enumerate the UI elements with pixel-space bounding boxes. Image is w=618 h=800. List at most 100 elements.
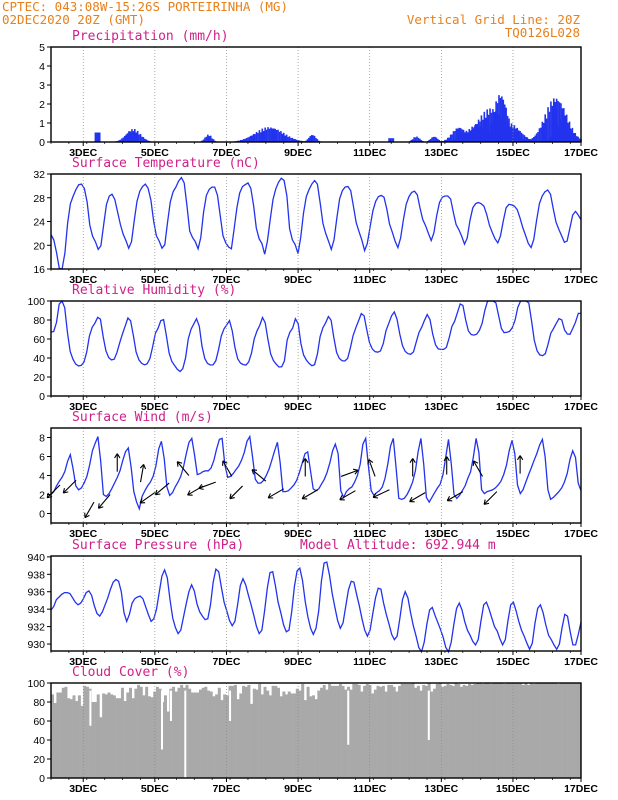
precipitation-y-tick-label: 5 — [39, 42, 45, 54]
wind-vector-arrow — [251, 469, 255, 475]
precipitation-bar — [410, 139, 413, 142]
precipitation-bar — [486, 109, 488, 142]
precipitation-bar — [559, 119, 562, 142]
pressure-frame — [50, 555, 582, 652]
cloud-cover-x-tick-label: 3DEC — [69, 783, 97, 795]
precipitation-bar — [248, 136, 251, 142]
precipitation-bar — [294, 139, 297, 142]
cloud-cover-gap — [161, 690, 164, 750]
precipitation-bar — [295, 139, 298, 142]
wind-vector-arrow — [114, 453, 118, 459]
precipitation-bar — [569, 128, 572, 142]
temperature-x-tick-label: 11DEC — [353, 274, 387, 286]
wind-vector-arrow — [139, 492, 156, 504]
cloud-cover-bar — [559, 683, 563, 778]
wind-vector-arrow — [155, 493, 161, 496]
cloud-cover-bar — [414, 687, 418, 778]
precipitation-bar — [547, 138, 550, 142]
cloud-cover-bar — [279, 696, 283, 778]
precipitation-bar — [576, 139, 579, 142]
temperature-x-tick-label: 7DEC — [212, 274, 240, 286]
precipitation-bar — [476, 124, 478, 142]
precipitation-bar — [578, 139, 580, 142]
wind-y-tick-label: 0 — [39, 509, 45, 521]
precipitation-bar — [528, 139, 531, 142]
cloud-cover-bar — [142, 695, 146, 778]
precipitation-bar — [546, 139, 549, 142]
wind-vector-arrow — [252, 469, 258, 471]
precipitation-bar — [463, 137, 466, 142]
precipitation-bar — [472, 128, 474, 142]
cloud-cover-bar — [276, 687, 280, 778]
precipitation-bar — [550, 101, 552, 142]
wind-series-line — [50, 434, 582, 511]
precipitation-bar — [138, 134, 140, 142]
precipitation-bar — [298, 140, 301, 142]
cloud-cover-bar — [155, 686, 159, 778]
wind-x-tick-label: 9DEC — [284, 528, 312, 540]
precipitation-bar — [553, 130, 556, 142]
cloud-cover-x-tick-label: 13DEC — [424, 783, 458, 795]
cloud-cover-bar — [110, 694, 114, 778]
cloud-cover-bar — [260, 694, 264, 778]
cloud-cover-bar — [338, 683, 342, 778]
cloud-cover-bar — [344, 689, 348, 778]
pressure-x-tick-label: 11DEC — [353, 656, 387, 668]
wind-vector-arrow — [198, 481, 216, 489]
precipitation-bar — [552, 134, 554, 142]
pressure-series-line — [50, 561, 582, 654]
precipitation-bar — [557, 101, 559, 142]
humidity-x-tick-label: 5DEC — [141, 401, 169, 413]
precipitation-bar — [458, 127, 461, 142]
cloud-cover-bar — [328, 683, 332, 778]
wind-y-tick-label: 2 — [39, 490, 45, 502]
precipitation-bar — [551, 105, 554, 142]
wind-vector-arrow — [116, 453, 121, 459]
wind-vector-arrow — [154, 489, 158, 495]
precipitation-bar — [435, 137, 438, 142]
cloud-cover-bar — [268, 695, 272, 778]
cloud-cover-bar — [398, 685, 402, 778]
cloud-cover-bar — [69, 699, 73, 778]
cloud-cover-bar — [139, 686, 143, 778]
precipitation-bar — [502, 126, 504, 142]
cloud-cover-bar — [548, 683, 552, 778]
wind-vector-arrow — [516, 455, 521, 461]
cloud-cover-y-tick-label: 20 — [33, 754, 45, 766]
precipitation-bar — [457, 128, 459, 142]
wind-vector-arrow — [409, 496, 413, 502]
cloud-cover-bar — [454, 683, 458, 778]
cloud-cover-bar — [521, 684, 525, 778]
precipitation-bar — [542, 122, 545, 142]
precipitation-bar — [473, 126, 476, 142]
precipitation-bar — [547, 107, 549, 142]
cloud-cover-bar — [570, 683, 574, 778]
cloud-cover-y-tick-label: 100 — [27, 678, 45, 690]
precipitation-bar — [239, 139, 242, 142]
cloud-cover-bar — [371, 693, 375, 778]
cloud-cover-bar — [215, 694, 219, 778]
cloud-cover-bar — [500, 683, 504, 778]
cloud-cover-bar — [293, 693, 297, 778]
precipitation-bar — [502, 99, 505, 142]
precipitation-bar — [479, 121, 481, 142]
cloud-cover-bar — [120, 687, 124, 778]
cloud-cover-bar — [96, 694, 100, 778]
cloud-cover-bar — [223, 694, 227, 778]
precipitation-bar — [419, 138, 421, 142]
cloud-cover-bar — [163, 695, 167, 778]
precipitation-bar — [139, 133, 142, 142]
precipitation-bar — [262, 131, 265, 142]
wind-y-tick-label: 6 — [39, 452, 45, 464]
temperature-y-tick-label: 20 — [33, 240, 45, 252]
cloud-cover-bar — [438, 683, 442, 778]
cloud-cover-bar — [290, 693, 294, 778]
precipitation-bar — [506, 127, 509, 142]
precipitation-bar — [448, 137, 451, 142]
precipitation-bar — [548, 111, 551, 142]
cloud-cover-bar — [198, 689, 202, 778]
pressure-x-tick-label: 17DEC — [564, 656, 598, 668]
cloud-cover-bar — [285, 694, 289, 778]
cloud-cover-y-tick-label: 0 — [39, 773, 45, 785]
precipitation-bar — [483, 111, 486, 142]
